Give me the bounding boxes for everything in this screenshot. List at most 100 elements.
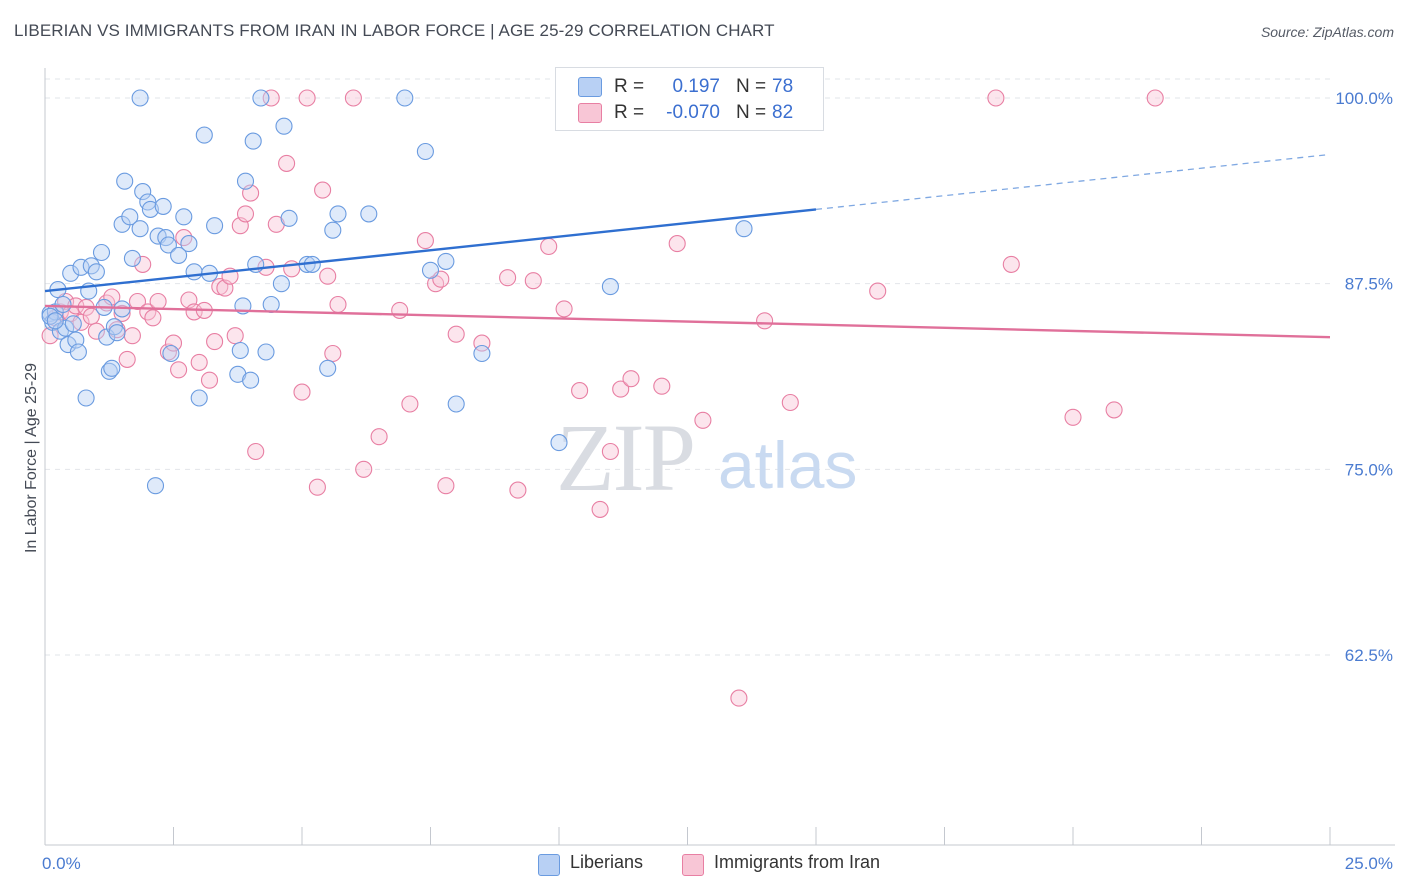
y-tick-label: 100.0% — [1335, 89, 1393, 108]
liberians-point — [319, 359, 337, 377]
iran-point — [622, 370, 640, 388]
liberians-point — [329, 205, 347, 223]
liberians-point — [121, 208, 139, 226]
liberians-point — [252, 89, 270, 107]
liberians-point — [46, 312, 64, 330]
liberians-point — [141, 200, 159, 218]
liberians-point — [175, 208, 193, 226]
iran-point — [427, 275, 445, 293]
source-label: Source: ZipAtlas.com — [1260, 24, 1394, 40]
iran-point — [437, 477, 455, 495]
iran-point — [1002, 255, 1020, 273]
liberians-point — [131, 89, 149, 107]
y-tick-label: 62.5% — [1345, 646, 1393, 665]
iran-point — [612, 380, 630, 398]
iran-point — [247, 442, 265, 461]
liberians-point — [473, 344, 491, 363]
legend-n-label: N = — [736, 102, 767, 123]
iran-point — [128, 292, 147, 311]
liberians-trend-line — [44, 208, 817, 293]
watermark: ZIP atlas — [556, 404, 857, 511]
liberians-point — [231, 341, 249, 360]
liberians-point — [272, 275, 290, 293]
iran-point — [571, 382, 589, 400]
iran-point — [278, 154, 296, 172]
liberians-point — [62, 264, 80, 282]
liberians-point — [180, 235, 198, 253]
liberians-point — [185, 263, 203, 281]
y-tick-label: 87.5% — [1345, 275, 1393, 294]
legend-label-liberians: Liberians — [570, 852, 644, 872]
liberians-point — [92, 243, 111, 262]
liberians-point — [69, 343, 87, 361]
legend-n-label: N = — [736, 76, 767, 97]
liberians-point — [103, 359, 121, 377]
liberians-trend-extension — [815, 153, 1331, 211]
iran-point — [591, 500, 609, 518]
iran-point — [668, 235, 686, 253]
iran-point — [236, 205, 255, 223]
liberians-point — [236, 172, 255, 190]
y-tick-labels: 100.0% 87.5% 75.0% 62.5% — [1335, 89, 1393, 665]
iran-point — [509, 481, 527, 499]
watermark-zip: ZIP — [556, 404, 694, 511]
iran-point — [113, 304, 131, 322]
iran-point — [298, 89, 316, 107]
liberians-point — [108, 324, 126, 342]
iran-point — [319, 267, 337, 285]
liberians-point — [131, 220, 149, 238]
iran-point — [370, 428, 388, 446]
chart-title: LIBERIAN VS IMMIGRANTS FROM IRAN IN LABO… — [14, 21, 775, 40]
iran-point — [499, 269, 517, 287]
iran-point — [123, 327, 141, 345]
iran-point — [524, 272, 542, 290]
liberians-point — [77, 389, 95, 407]
liberians-point — [280, 209, 298, 227]
iran-point — [324, 344, 342, 363]
liberians-point — [116, 172, 134, 190]
trend-lines — [44, 153, 1331, 339]
legend: R = 0.197 N = 78 R = -0.070 N = 82 — [555, 67, 824, 131]
liberians-point — [123, 249, 141, 267]
liberians-point — [262, 295, 280, 314]
iran-point — [730, 689, 748, 707]
liberians-point — [51, 322, 69, 340]
liberians-point — [170, 246, 188, 264]
liberians-point — [735, 220, 753, 238]
iran-point — [391, 301, 409, 319]
iran-point — [653, 377, 671, 395]
liberians-point — [87, 263, 105, 281]
iran-point — [601, 442, 619, 461]
liberians-point — [244, 132, 262, 150]
legend-swatch-iran — [578, 103, 602, 123]
iran-point — [82, 307, 100, 325]
iran-point — [355, 460, 373, 478]
legend-r-label: R = — [614, 76, 645, 97]
liberians-point — [190, 389, 208, 407]
liberians-point — [360, 205, 378, 223]
x-tick-label-first: 0.0% — [42, 854, 81, 873]
liberians-point — [64, 315, 82, 333]
iran-point — [540, 237, 558, 256]
x-tick-labels: 0.0% 25.0% — [42, 854, 1393, 873]
y-axis-label: In Labor Force | Age 25-29 — [23, 363, 40, 553]
liberians-point — [195, 126, 213, 144]
liberians-point — [242, 371, 260, 389]
iran-point — [118, 350, 136, 368]
legend-label-iran: Immigrants from Iran — [714, 852, 881, 872]
legend-swatch-liberians — [578, 77, 602, 97]
legend-r-value: -0.070 — [666, 102, 720, 123]
legend-r-label: R = — [614, 102, 645, 123]
iran-point — [781, 393, 799, 412]
liberians-point — [396, 89, 414, 107]
series-iran-points — [41, 89, 1164, 707]
liberians-point — [54, 295, 72, 314]
liberians-point — [437, 252, 455, 270]
iran-point — [134, 255, 152, 273]
iran-point — [987, 89, 1005, 107]
liberians-point — [41, 307, 59, 325]
iran-point — [869, 282, 887, 300]
legend-swatch-liberians — [538, 854, 560, 876]
legend-swatch-iran — [682, 854, 704, 876]
iran-point — [1105, 401, 1123, 419]
